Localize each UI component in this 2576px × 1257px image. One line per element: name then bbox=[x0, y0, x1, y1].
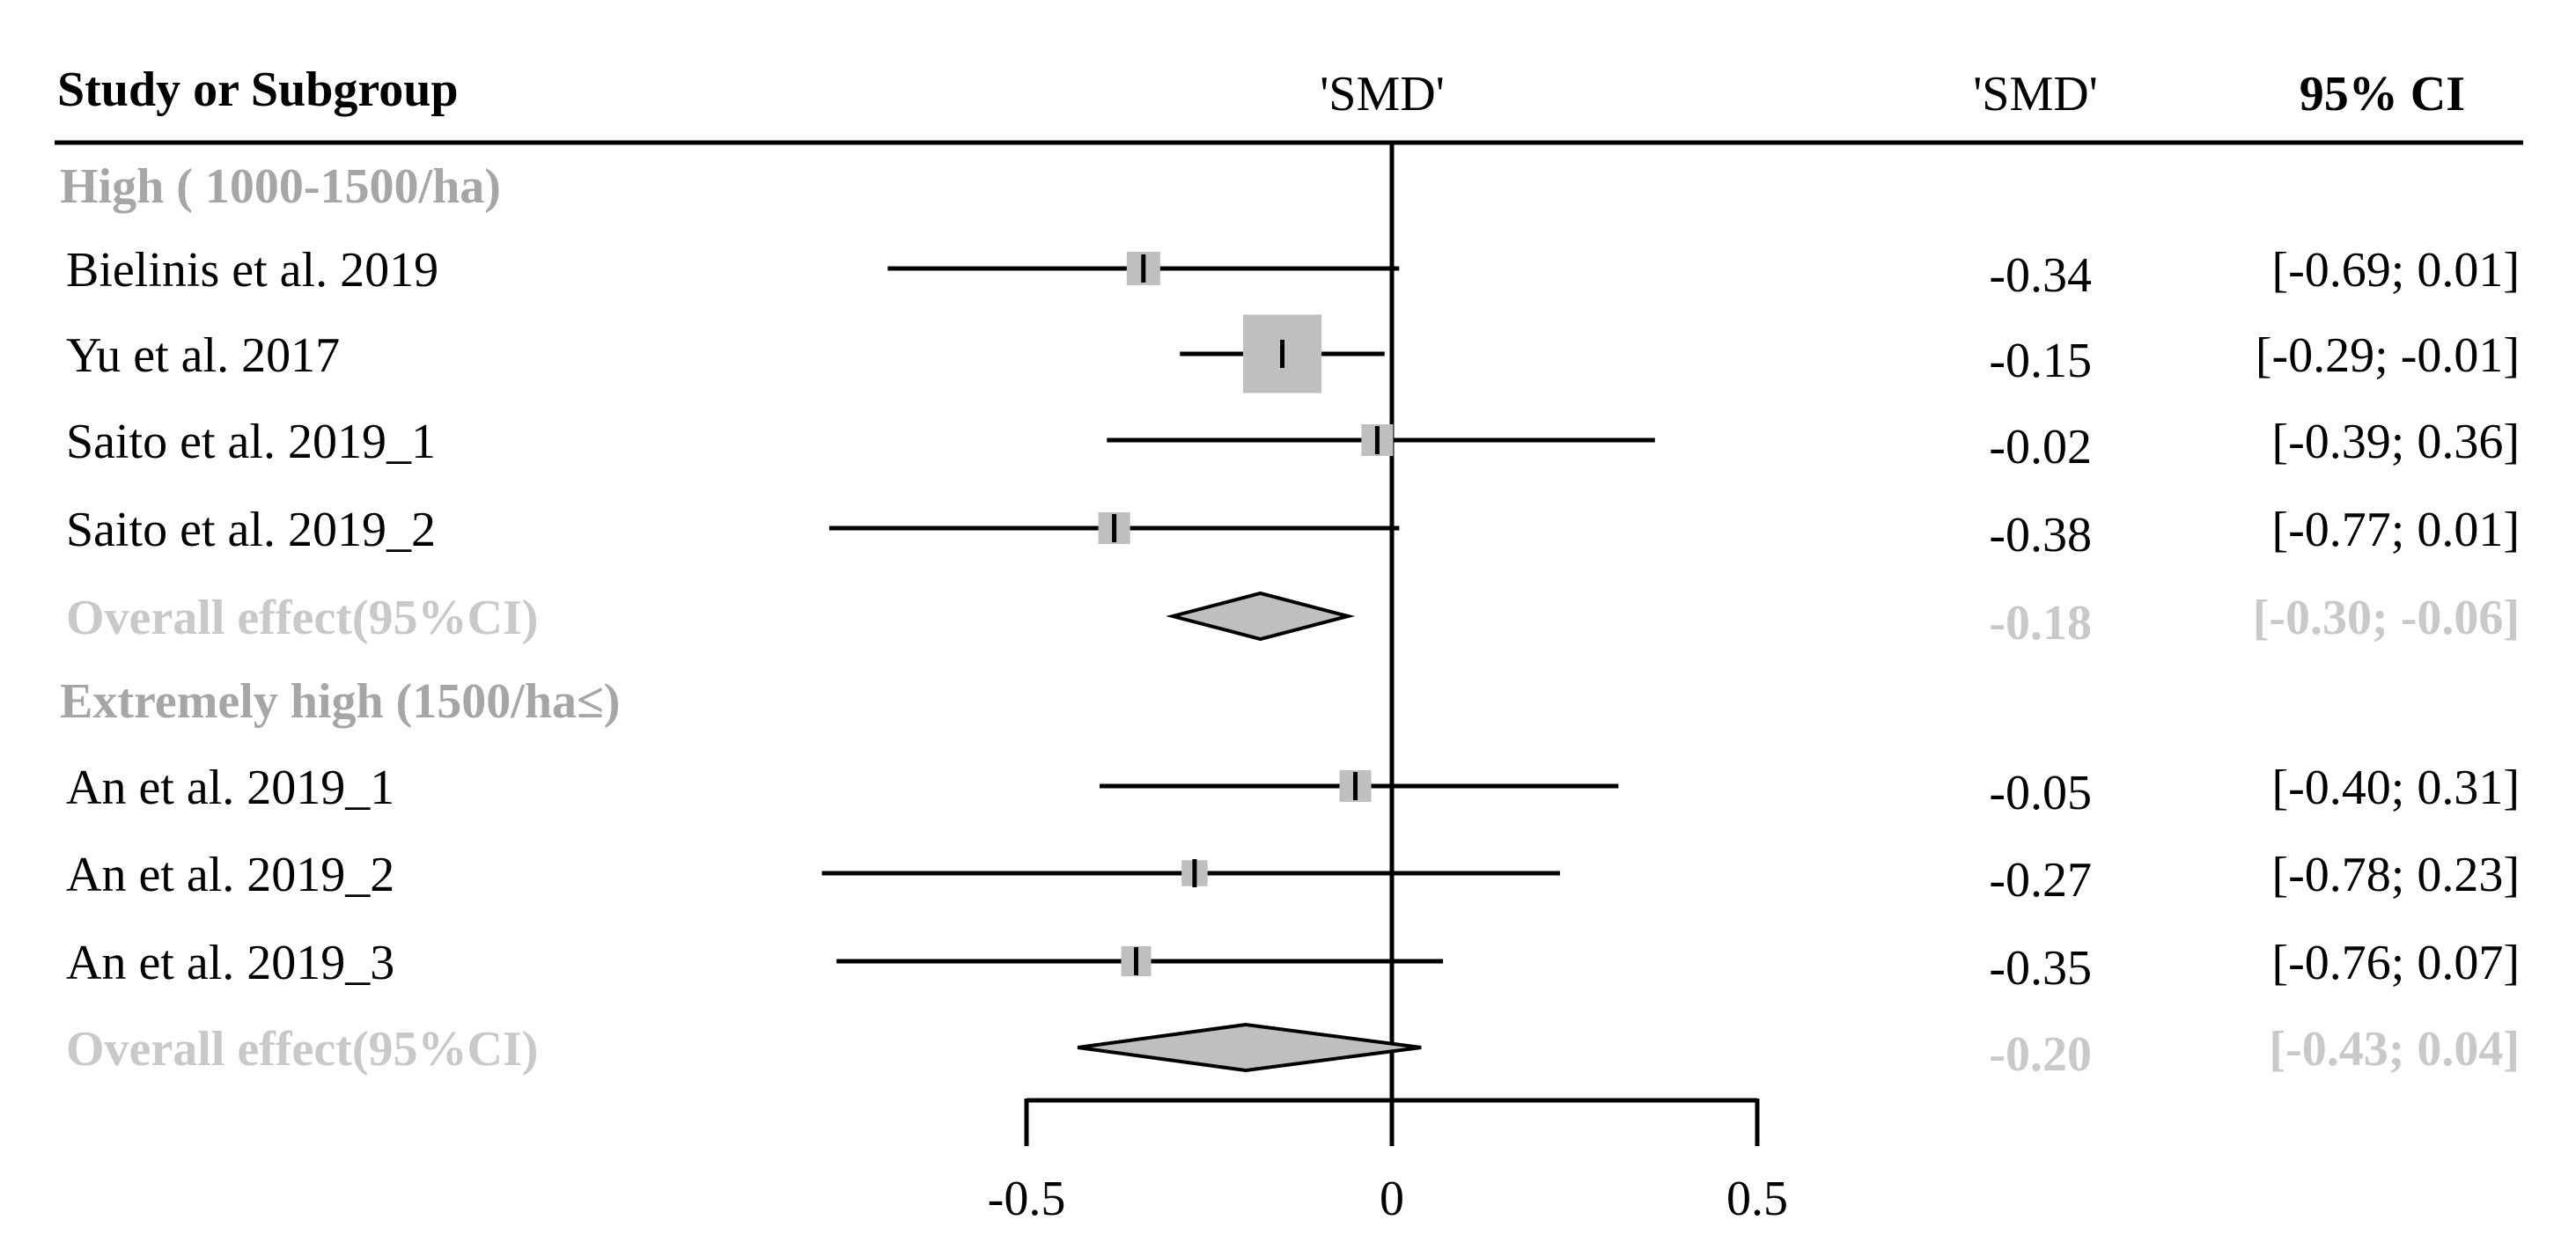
overall-effect-diamond bbox=[1077, 1022, 1422, 1073]
ci-value: [-0.40; 0.31] bbox=[2271, 761, 2520, 815]
study-label: An et al. 2019_2 bbox=[66, 848, 394, 902]
smd-value: -0.38 bbox=[1989, 508, 2092, 562]
ci-value: [-0.69; 0.01] bbox=[2271, 243, 2520, 298]
overall-effect-label: Overall effect(95%CI) bbox=[66, 591, 538, 645]
overall-ci-value: [-0.43; 0.04] bbox=[2269, 1022, 2520, 1077]
header-plot-smd: 'SMD' bbox=[1320, 67, 1445, 121]
header-smd: 'SMD' bbox=[1973, 67, 2098, 121]
smd-value: -0.35 bbox=[1989, 941, 2092, 996]
smd-value: -0.27 bbox=[1989, 853, 2092, 908]
smd-value: -0.34 bbox=[1989, 248, 2092, 303]
x-axis-tick-label: 0 bbox=[1380, 1172, 1404, 1226]
ci-value: [-0.76; 0.07] bbox=[2271, 936, 2520, 990]
header-study-or-subgroup: Study or Subgroup bbox=[57, 62, 459, 117]
study-label: Saito et al. 2019_1 bbox=[66, 415, 436, 469]
x-axis-tick-label: 0.5 bbox=[1726, 1172, 1788, 1226]
study-label: An et al. 2019_1 bbox=[66, 761, 394, 815]
study-label: An et al. 2019_3 bbox=[66, 936, 394, 990]
subgroup-label: Extremely high (1500/ha≤) bbox=[60, 674, 620, 729]
ci-value: [-0.39; 0.36] bbox=[2271, 415, 2520, 469]
study-label: Saito et al. 2019_2 bbox=[66, 503, 436, 557]
overall-smd-value: -0.20 bbox=[1989, 1027, 2092, 1082]
ci-value: [-0.77; 0.01] bbox=[2271, 503, 2520, 557]
overall-smd-value: -0.18 bbox=[1989, 596, 2092, 651]
ci-value: [-0.29; -0.01] bbox=[2256, 328, 2520, 383]
subgroup-label: High ( 1000-1500/ha) bbox=[60, 159, 501, 214]
x-axis-tick-label: -0.5 bbox=[988, 1172, 1066, 1226]
study-label: Yu et al. 2017 bbox=[66, 328, 340, 383]
smd-value: -0.02 bbox=[1989, 420, 2092, 474]
overall-effect-label: Overall effect(95%CI) bbox=[66, 1022, 538, 1077]
header-95-ci: 95% CI bbox=[2300, 67, 2465, 121]
smd-value: -0.15 bbox=[1989, 334, 2092, 388]
smd-value: -0.05 bbox=[1989, 766, 2092, 820]
overall-effect-diamond bbox=[1166, 591, 1356, 642]
ci-value: [-0.78; 0.23] bbox=[2271, 848, 2520, 902]
overall-ci-value: [-0.30; -0.06] bbox=[2253, 591, 2520, 645]
study-label: Bielinis et al. 2019 bbox=[66, 243, 438, 298]
